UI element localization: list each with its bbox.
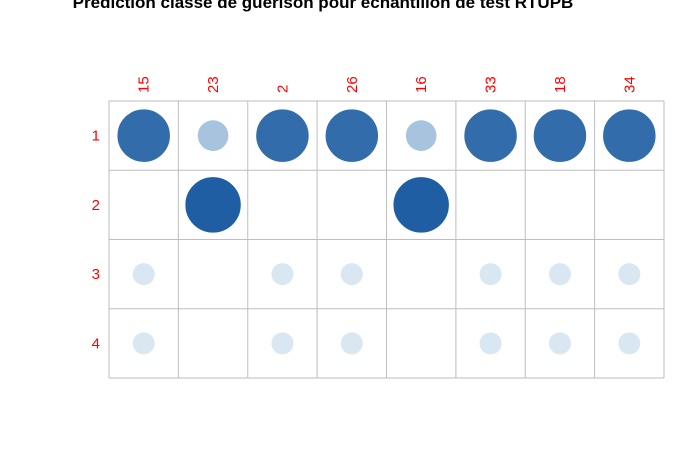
cell-circle (116, 108, 171, 163)
column-label: 26 (344, 76, 361, 93)
cell-circle (392, 176, 450, 234)
circles (116, 108, 657, 355)
cell-circle (618, 263, 641, 286)
chart-title: Prédiction classe de guérison pour échan… (73, 0, 574, 12)
column-label: 2 (274, 85, 291, 93)
row-label: 2 (92, 197, 100, 214)
cell-circle (340, 263, 363, 286)
column-label: 15 (136, 76, 153, 93)
cell-circle (533, 108, 587, 163)
column-label: 18 (552, 76, 569, 93)
row-label: 1 (92, 128, 100, 145)
cell-circle (132, 332, 155, 355)
cell-circle (463, 108, 518, 163)
cell-circle (548, 263, 571, 286)
row-labels: 1 2 3 4 (92, 128, 100, 353)
row-label: 3 (92, 266, 100, 283)
cell-circle (405, 120, 437, 151)
column-label: 34 (621, 76, 638, 93)
cell-circle (271, 263, 294, 286)
grid (108, 100, 665, 379)
cell-circle (324, 108, 379, 163)
cell-circle (618, 332, 641, 355)
cell-circle (255, 108, 310, 163)
cell-circle (340, 332, 363, 355)
cell-circle (479, 332, 502, 355)
column-label: 33 (483, 76, 500, 93)
cell-circle (479, 263, 502, 286)
column-label: 16 (413, 76, 430, 93)
cell-circle (548, 332, 571, 355)
column-labels: 15 23 2 26 16 33 18 34 (136, 76, 639, 93)
cell-circle (602, 108, 657, 163)
cell-circle (184, 176, 242, 234)
cell-circle (197, 120, 229, 151)
row-label: 4 (92, 335, 100, 352)
cell-circle (132, 263, 155, 286)
column-label: 23 (205, 76, 222, 93)
cell-circle (271, 332, 294, 355)
